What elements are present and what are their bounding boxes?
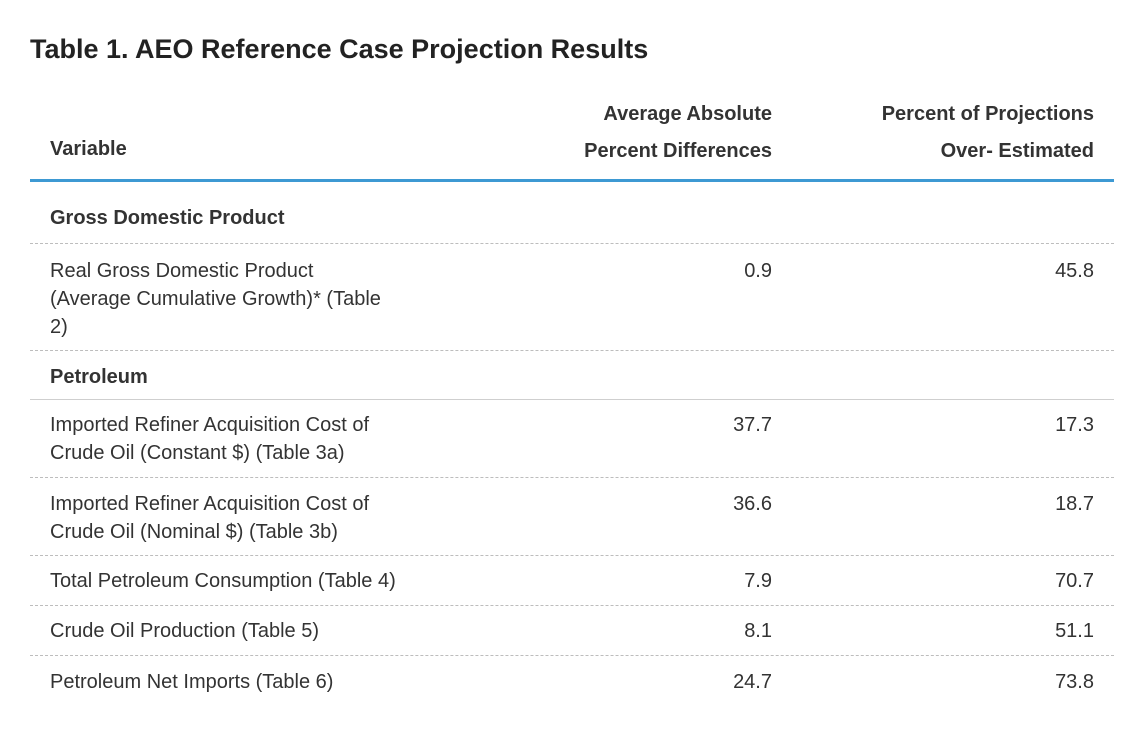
table-row: Crude Oil Production (Table 5) 8.1 51.1: [30, 605, 1114, 656]
pct-over-estimated-cell: 51.1: [1055, 620, 1094, 642]
variable-line: (Average Cumulative Growth)* (Table: [50, 288, 381, 310]
variable-cell: Real Gross Domestic Product (Average Cum…: [50, 257, 490, 341]
avg-abs-pct-diff-cell: 8.1: [744, 620, 772, 642]
avg-abs-pct-diff-cell: 36.6: [733, 493, 772, 515]
table-title: Table 1. AEO Reference Case Projection R…: [30, 34, 649, 64]
avg-abs-pct-diff-cell: 0.9: [744, 260, 772, 282]
header-pct-line1: Percent of Projections: [881, 103, 1094, 125]
pct-over-estimated-cell: 17.3: [1055, 414, 1094, 436]
header-avg-line1: Average Absolute: [603, 103, 772, 125]
header-avg-line2: Percent Differences: [584, 140, 772, 162]
variable-line: 2): [50, 316, 68, 338]
section-row-gdp: Gross Domestic Product: [30, 182, 1114, 243]
pct-over-estimated-cell: 70.7: [1055, 570, 1094, 592]
variable-cell: Total Petroleum Consumption (Table 4): [50, 570, 396, 592]
table-row: Imported Refiner Acquisition Cost of Cru…: [30, 399, 1114, 478]
avg-abs-pct-diff-cell: 24.7: [733, 671, 772, 693]
table-header: Variable Average Absolute Percent Differ…: [30, 96, 1114, 180]
header-pct-line2: Over- Estimated: [940, 140, 1094, 162]
pct-over-estimated-cell: 73.8: [1055, 671, 1094, 693]
pct-over-estimated-cell: 18.7: [1055, 493, 1094, 515]
header-rule: [30, 179, 1114, 182]
pct-over-estimated-cell: 45.8: [1055, 260, 1094, 282]
variable-line: Crude Oil (Nominal $) (Table 3b): [50, 521, 338, 543]
table-row: Petroleum Net Imports (Table 6) 24.7 73.…: [30, 655, 1114, 706]
header-avg-abs-pct-diff: Average Absolute Percent Differences: [584, 96, 772, 170]
avg-abs-pct-diff-cell: 7.9: [744, 570, 772, 592]
variable-line: Real Gross Domestic Product: [50, 260, 314, 282]
section-row-petroleum: Petroleum: [30, 350, 1114, 400]
variable-cell: Imported Refiner Acquisition Cost of Cru…: [50, 490, 490, 546]
variable-cell: Imported Refiner Acquisition Cost of Cru…: [50, 411, 490, 467]
header-variable: Variable: [50, 138, 127, 160]
header-pct-over-estimated: Percent of Projections Over- Estimated: [882, 96, 1094, 170]
section-label: Gross Domestic Product: [50, 207, 285, 229]
variable-cell: Crude Oil Production (Table 5): [50, 620, 320, 642]
variable-line: Imported Refiner Acquisition Cost of: [50, 414, 370, 436]
table-row: Total Petroleum Consumption (Table 4) 7.…: [30, 555, 1114, 606]
variable-cell: Petroleum Net Imports (Table 6): [50, 671, 334, 693]
section-label: Petroleum: [50, 366, 148, 388]
table-row: Real Gross Domestic Product (Average Cum…: [30, 243, 1114, 351]
variable-line: Imported Refiner Acquisition Cost of: [50, 493, 370, 515]
avg-abs-pct-diff-cell: 37.7: [733, 414, 772, 436]
table-row: Imported Refiner Acquisition Cost of Cru…: [30, 477, 1114, 556]
variable-line: Crude Oil (Constant $) (Table 3a): [50, 442, 345, 464]
